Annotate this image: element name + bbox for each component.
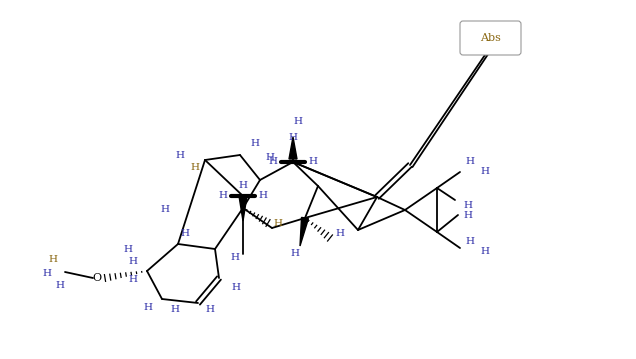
Text: H: H <box>238 182 247 191</box>
Text: H: H <box>336 228 345 238</box>
Text: H: H <box>293 117 303 126</box>
Text: Abs: Abs <box>480 33 501 43</box>
Text: H: H <box>289 132 298 141</box>
Text: H: H <box>176 150 184 159</box>
Text: H: H <box>123 246 132 255</box>
Text: H: H <box>265 153 275 162</box>
Text: H: H <box>464 210 473 219</box>
Text: H: H <box>464 200 473 210</box>
Text: H: H <box>466 238 474 247</box>
Text: H: H <box>481 168 490 177</box>
Text: H: H <box>273 219 282 228</box>
Text: H: H <box>466 158 474 167</box>
Text: H: H <box>308 158 317 167</box>
Text: H: H <box>481 247 490 256</box>
Text: O: O <box>92 273 102 283</box>
Text: H: H <box>48 256 57 265</box>
Text: H: H <box>232 284 240 293</box>
Text: H: H <box>144 303 153 312</box>
Text: H: H <box>251 139 259 148</box>
Text: H: H <box>128 275 137 284</box>
Text: H: H <box>160 205 170 214</box>
Text: H: H <box>268 158 277 167</box>
Polygon shape <box>289 137 297 159</box>
Polygon shape <box>300 218 308 246</box>
Text: H: H <box>205 306 214 314</box>
Text: H: H <box>181 228 190 238</box>
Text: H: H <box>55 281 64 290</box>
Text: H: H <box>191 163 200 173</box>
Text: H: H <box>219 191 228 200</box>
Text: H: H <box>291 248 300 257</box>
Polygon shape <box>239 196 247 221</box>
Text: H: H <box>128 256 137 266</box>
Text: H: H <box>43 270 52 279</box>
FancyBboxPatch shape <box>460 21 521 55</box>
Text: H: H <box>258 191 268 200</box>
Text: H: H <box>230 253 240 262</box>
Text: H: H <box>170 306 179 314</box>
